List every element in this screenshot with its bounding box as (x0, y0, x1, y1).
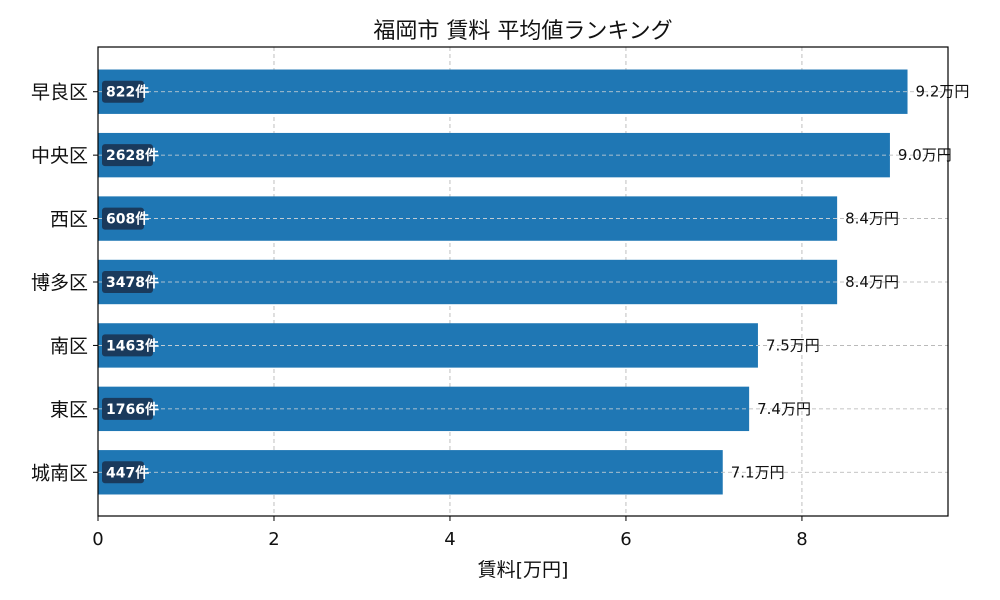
data-label: 7.1万円 (731, 463, 785, 481)
count-label: 2628件 (106, 147, 159, 164)
count-badge (102, 271, 153, 293)
x-tick-label: 8 (796, 529, 807, 550)
data-label: 8.4万円 (845, 210, 899, 228)
count-label: 1766件 (106, 401, 159, 418)
y-tick-label: 東区 (50, 399, 88, 421)
x-tick-label: 4 (444, 529, 455, 550)
x-tick-label: 6 (620, 529, 631, 550)
count-label: 822件 (106, 84, 149, 101)
y-tick-label: 西区 (50, 209, 88, 231)
x-tick-label: 2 (268, 529, 279, 550)
y-tick-label: 早良区 (31, 82, 88, 104)
y-tick-label: 南区 (50, 335, 88, 357)
count-label: 3478件 (106, 274, 159, 291)
bar (98, 259, 838, 305)
count-label: 1463件 (106, 337, 159, 354)
count-badge (102, 397, 153, 420)
count-badge (102, 144, 153, 167)
count-badge (102, 334, 153, 357)
x-tick-label: 0 (92, 529, 103, 550)
count-badge (102, 80, 144, 103)
count-label: 447件 (106, 464, 149, 481)
plot-frame (97, 46, 949, 517)
x-axis-label: 賃料[万円] (478, 559, 569, 581)
y-tick-label: 中央区 (31, 145, 88, 167)
data-label: 9.0万円 (898, 146, 952, 164)
count-label: 608件 (106, 211, 149, 228)
data-label: 8.4万円 (845, 273, 899, 291)
data-label: 7.4万円 (757, 400, 811, 418)
count-badge (102, 207, 144, 230)
bar (98, 196, 838, 241)
y-tick-label: 博多区 (31, 272, 88, 294)
bars-layer (98, 69, 908, 495)
count-badge (102, 461, 144, 484)
data-label: 9.2万円 (916, 83, 970, 101)
chart-title: 福岡市 賃料 平均値ランキング (373, 19, 672, 44)
y-tick-label: 城南区 (31, 462, 88, 484)
labels-layer: 9.2万円 822件 9.0万円 2628件 8.4万円 608件 8.4万円 3478件 7.… (102, 80, 970, 484)
data-label: 7.5万円 (766, 336, 820, 354)
